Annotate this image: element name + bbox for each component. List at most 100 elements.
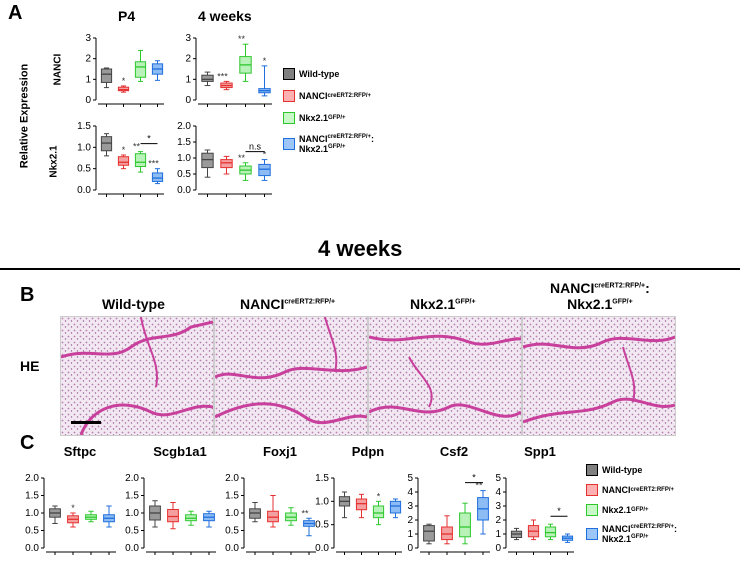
y-tick-label: 2 — [495, 515, 501, 526]
significance-label: * — [377, 491, 381, 501]
y-tick-label: 1.0 — [225, 508, 239, 519]
legend-swatch-wt — [283, 68, 295, 80]
y-tick-label: 0 — [495, 543, 501, 554]
y-tick-label: 1.5 — [315, 473, 329, 484]
legend-item-wildtype: Wild-type — [283, 68, 423, 80]
y-tick-label: 1.0 — [177, 153, 191, 164]
section-divider — [0, 268, 740, 270]
y-tick-label: 3 — [185, 33, 191, 44]
histology-image-nkx — [368, 316, 522, 436]
legend-label: NANCI — [602, 485, 631, 495]
box-rect — [151, 172, 164, 182]
y-tick-label: 0 — [85, 95, 91, 106]
bracket-label: * — [557, 506, 561, 516]
y-tick-label: 1 — [407, 529, 413, 540]
y-tick-label: 1 — [495, 529, 501, 540]
image-title-wildtype: Wild-type — [102, 296, 165, 312]
chart-c-sftpc: Sftpc 0.0 0.5 1.0 1.5 2.0 * — [25, 444, 116, 555]
box-rect — [134, 61, 147, 78]
box-rect — [117, 156, 130, 166]
significance-label: * — [71, 503, 75, 513]
legend-sup: GFP/+ — [328, 115, 346, 121]
y-tick-label: 1 — [185, 74, 191, 85]
legend-label: NANCI — [299, 91, 328, 101]
panel-a-col-title-4weeks: 4 weeks — [198, 8, 252, 24]
y-tick-label: 3 — [85, 33, 91, 44]
chart-c-foxj1: Foxj1 0.0 0.5 1.0 1.5 2.0 ** — [225, 444, 316, 555]
box-rect — [267, 510, 279, 523]
histology-svg — [369, 317, 521, 435]
y-tick-label: 0.5 — [25, 526, 39, 537]
y-tick-label: 1.0 — [315, 496, 329, 507]
legend-swatch-double — [586, 528, 598, 540]
chart-title: Spp1 — [524, 444, 556, 459]
panel-c-letter: C — [20, 432, 35, 454]
box-rect — [201, 74, 214, 82]
legend-sup: creERT2:RFP/+ — [630, 524, 675, 530]
histology-image-double — [522, 316, 676, 436]
legend-label: NANCI — [602, 524, 631, 534]
y-tick-label: 0.5 — [315, 520, 329, 531]
image-title-text: NANCI — [550, 280, 595, 296]
he-stain-label: HE — [20, 358, 40, 374]
legend-swatch-nanci — [283, 90, 295, 102]
legend-sup: creERT2:RFP/+ — [327, 134, 372, 140]
y-tick-label: 0.0 — [77, 185, 91, 196]
histology-svg — [523, 317, 675, 435]
box-rect — [389, 500, 402, 514]
box-rect — [423, 525, 435, 542]
y-tick-label: 2 — [185, 54, 191, 65]
y-tick-label: 1.0 — [125, 508, 139, 519]
significance-label: *** — [217, 71, 228, 81]
chart-c-spp1: Spp1 0 1 2 3 4 5 * — [495, 444, 574, 555]
chart-c-pdpn: Pdpn 0.0 0.5 1.0 1.5 * — [315, 444, 402, 555]
y-tick-label: 3 — [407, 501, 413, 512]
box-rect — [355, 498, 368, 511]
legend-sup: GFP/+ — [328, 144, 346, 150]
chart-title: Sftpc — [64, 444, 97, 459]
chart-c-csf2: Csf2 0 1 2 3 4 5 *** — [407, 444, 490, 555]
legend-item-wildtype: Wild-type — [586, 464, 736, 476]
y-tick-label: 0.0 — [225, 543, 239, 554]
y-tick-label: 0.0 — [315, 543, 329, 554]
image-title-sup: GFP/+ — [612, 298, 633, 306]
box-rect — [167, 509, 179, 523]
legend-label: Nkx2.1 — [602, 505, 632, 515]
image-title-sup: creERT2:RFP/+ — [594, 282, 646, 290]
box-rect — [372, 505, 385, 519]
box-rect — [544, 526, 557, 538]
image-title-sup: creERT2:RFP/+ — [284, 298, 336, 306]
legend-label: Nkx2.1 — [299, 144, 329, 154]
section-title: 4 weeks — [318, 236, 403, 261]
panel-a-row-label-nkx: Nkx2.1 — [48, 145, 60, 178]
y-tick-label: 2.0 — [125, 473, 139, 484]
box-rect — [220, 159, 233, 169]
box-rect — [441, 526, 453, 541]
image-title-nanci: NANCIcreERT2:RFP/+ — [240, 296, 335, 312]
y-tick-label: 4 — [495, 487, 501, 498]
y-tick-label: 0.5 — [125, 526, 139, 537]
box-rect — [201, 152, 214, 169]
legend-sup: GFP/+ — [631, 507, 649, 513]
bracket-label: * — [147, 134, 151, 144]
y-tick-label: 0.0 — [25, 543, 39, 554]
legend-item-nanci: NANCI creERT2:RFP/+ — [586, 484, 736, 496]
significance-label: * — [122, 145, 126, 155]
y-tick-label: 1.5 — [25, 491, 39, 502]
image-title-text: Nkx2.1 — [410, 296, 456, 312]
y-tick-label: 1.5 — [77, 121, 91, 132]
image-title-text: Nkx2.1 — [567, 296, 613, 312]
chart-title: Pdpn — [352, 444, 385, 459]
y-tick-label: 1 — [85, 74, 91, 85]
image-title-double: NANCIcreERT2:RFP/+: Nkx2.1GFP/+ — [550, 280, 650, 312]
chart-title: Csf2 — [440, 444, 468, 459]
legend-c: Wild-type NANCI creERT2:RFP/+ Nkx2.1 GFP/+… — [586, 464, 736, 544]
legend-sup: creERT2:RFP/+ — [630, 487, 675, 493]
chart-a-p4-nanci: 0 1 2 3 * — [85, 33, 164, 107]
y-tick-label: 0.5 — [77, 164, 91, 175]
panel-a-letter: A — [8, 2, 23, 24]
chart-a-p4-nkx: 0.00.51.01.5* ****** — [77, 121, 164, 197]
bracket-label: * — [472, 473, 476, 483]
significance-label: * — [263, 56, 267, 66]
legend-a: Wild-type NANCI creERT2:RFP/+ Nkx2.1 GFP/+… — [283, 68, 423, 154]
